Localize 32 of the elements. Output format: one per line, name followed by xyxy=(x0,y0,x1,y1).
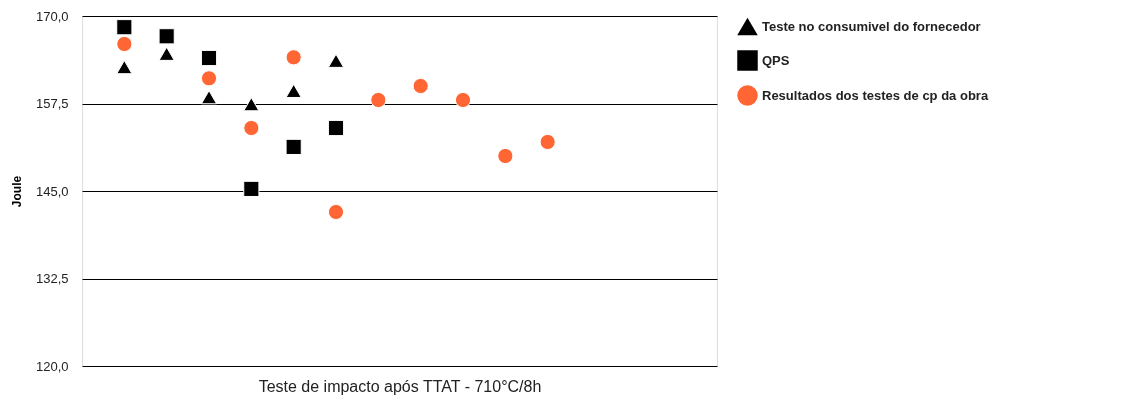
point xyxy=(200,49,218,67)
y-axis-title: Joule xyxy=(9,175,24,208)
y-tick-label: 145,0 xyxy=(35,183,69,199)
point xyxy=(243,119,260,137)
point xyxy=(327,119,345,137)
x-axis-title: Teste de impacto após TTAT - 710°C/8h xyxy=(258,377,542,395)
y-tick-label: 157,5 xyxy=(35,96,69,111)
point xyxy=(327,53,345,68)
y-tick-label: 170,0 xyxy=(35,8,69,24)
y-tick-label: 132,5 xyxy=(35,271,69,286)
legend-label: Teste no consumivel do fornecedor xyxy=(762,18,981,34)
point xyxy=(200,70,218,87)
point xyxy=(454,91,472,109)
point xyxy=(285,83,302,98)
point xyxy=(327,203,345,221)
legend-label: Resultados dos testes de cp da obra xyxy=(762,87,989,103)
point xyxy=(200,90,218,105)
point xyxy=(243,180,260,197)
point xyxy=(285,49,302,66)
point xyxy=(497,147,514,165)
point xyxy=(285,138,302,155)
point xyxy=(539,133,556,151)
y-tick-label: 120,0 xyxy=(35,358,69,374)
legend-label: QPS xyxy=(762,52,790,68)
point xyxy=(158,28,175,45)
point xyxy=(158,46,175,61)
point xyxy=(116,19,133,36)
point xyxy=(116,35,133,53)
point xyxy=(243,97,260,112)
point xyxy=(370,91,387,109)
point xyxy=(116,60,133,75)
point xyxy=(412,77,429,95)
